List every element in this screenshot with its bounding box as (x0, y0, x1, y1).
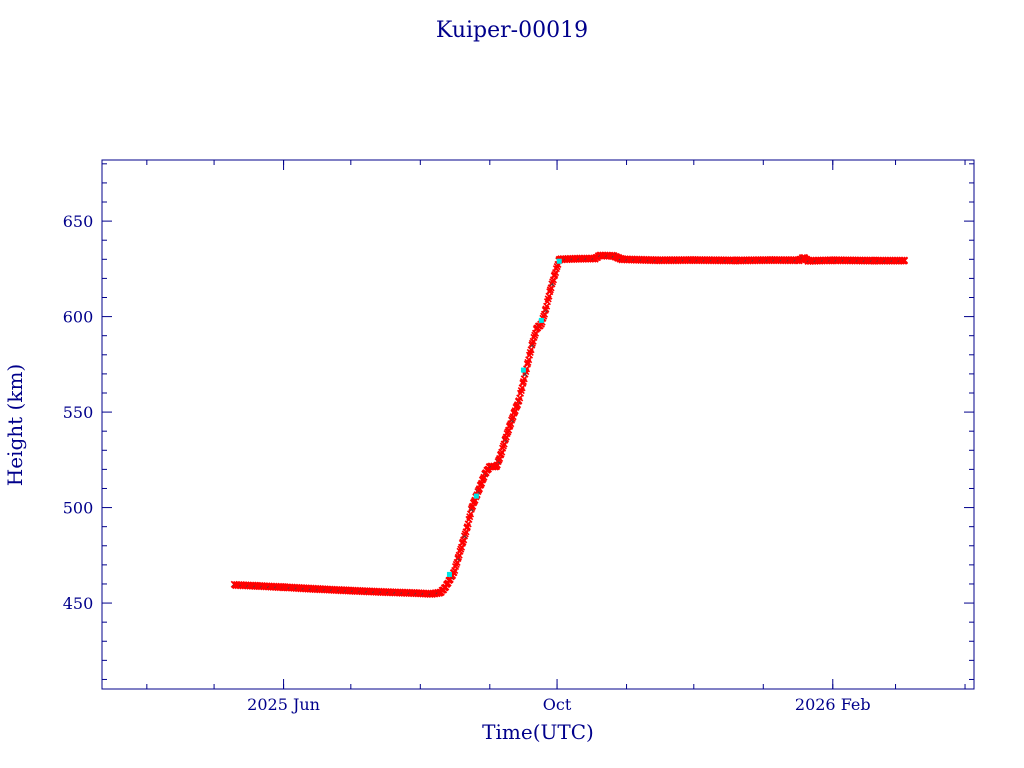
data-point-marker (538, 317, 544, 323)
data-point (530, 333, 538, 341)
data-point-marker (446, 571, 452, 577)
data-point-marker (473, 493, 479, 499)
x-axis-label: Time(UTC) (482, 720, 594, 744)
x-tick-label: Oct (543, 695, 572, 714)
data-point (552, 265, 560, 273)
y-tick-label: 550 (63, 403, 94, 422)
data-point (551, 271, 559, 279)
data-point (499, 444, 507, 452)
data-point (459, 538, 467, 546)
y-tick-label: 450 (63, 594, 94, 613)
data-point (452, 560, 460, 569)
plot-frame (101, 159, 975, 690)
y-tick-label: 500 (63, 499, 94, 518)
data-point (553, 262, 561, 271)
y-axis-label: Height (km) (3, 364, 27, 486)
x-tick-labels: 2025 Jun Oct 2026 Feb (247, 695, 870, 714)
data-point (528, 339, 536, 347)
data-points (230, 251, 909, 598)
data-point (461, 530, 469, 538)
y-tick-label: 650 (63, 212, 94, 231)
chart-title: Kuiper-00019 (436, 18, 588, 43)
data-point (454, 553, 462, 561)
x-tick-label: 2026 Feb (795, 695, 871, 714)
x-tick-label: 2025 Jun (247, 695, 320, 714)
data-point (456, 547, 464, 555)
data-point-marker (556, 258, 562, 264)
data-point (900, 257, 909, 265)
axis-ticks (102, 160, 974, 689)
data-point (531, 331, 539, 339)
data-point (546, 288, 554, 296)
data-point (457, 545, 465, 553)
data-point (549, 278, 557, 286)
data-point (546, 286, 554, 294)
y-tick-label: 600 (63, 308, 94, 327)
data-point (499, 442, 507, 450)
data-point (497, 450, 505, 458)
data-point (451, 562, 460, 571)
data-point-marker (520, 367, 526, 373)
y-tick-labels: 450 500 550 600 650 (63, 212, 94, 613)
